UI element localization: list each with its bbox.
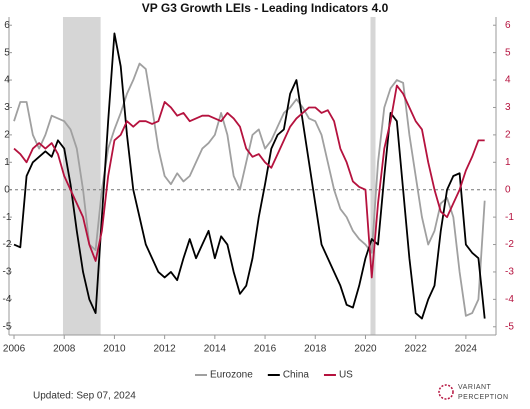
y2-tick-label: 1 (505, 157, 511, 168)
legend: Eurozone China US (195, 370, 353, 381)
series-line (13, 32, 486, 320)
legend-label: US (339, 370, 353, 381)
logo: VARIANT PERCEPTION (438, 384, 509, 401)
y2-tick-label: 4 (505, 75, 511, 86)
y2-tick-label: -2 (505, 239, 514, 250)
y2-tick-label: 6 (505, 20, 511, 31)
x-tick-label: 2018 (304, 344, 327, 355)
y-tick-label: -5 (3, 321, 12, 332)
x-tick-label: 2014 (204, 344, 227, 355)
y-tick-label: -2 (3, 239, 12, 250)
y-tick-label: -4 (3, 294, 12, 305)
y2-tick-label: -1 (505, 212, 514, 223)
y-tick-label: 2 (4, 130, 10, 141)
logo-text: VARIANT (458, 384, 492, 391)
y-tick-label: -1 (3, 212, 12, 223)
legend-label: China (283, 370, 310, 381)
shaded-period (370, 17, 376, 335)
y-tick-label: -3 (3, 267, 12, 278)
x-tick-label: 2012 (154, 344, 177, 355)
logo-text: PERCEPTION (458, 394, 509, 401)
y-tick-label: 5 (4, 47, 10, 58)
logo-icon (438, 384, 454, 400)
series-line (13, 84, 485, 279)
y-tick-label: 0 (4, 184, 10, 195)
x-tick-label: 2024 (455, 344, 478, 355)
y2-tick-label: -4 (505, 294, 514, 305)
y-tick-label: 1 (4, 157, 10, 168)
y-tick-label: 3 (4, 102, 10, 113)
y-tick-label: 6 (4, 20, 10, 31)
y2-tick-label: -5 (505, 321, 514, 332)
x-tick-label: 2010 (103, 344, 126, 355)
y2-tick-label: 3 (505, 102, 511, 113)
y2-tick-label: 5 (505, 47, 511, 58)
y2-tick-label: -3 (505, 267, 514, 278)
chart-title: VP G3 Growth LEIs - Leading Indicators 4… (142, 1, 389, 15)
x-tick-label: 2008 (53, 344, 76, 355)
x-tick-label: 2006 (3, 344, 26, 355)
y2-tick-label: 2 (505, 130, 511, 141)
y-tick-label: 4 (4, 75, 10, 86)
x-tick-label: 2020 (354, 344, 377, 355)
series-line (13, 62, 486, 317)
updated-note: Updated: Sep 07, 2024 (33, 391, 136, 402)
x-tick-label: 2022 (405, 344, 428, 355)
y2-tick-label: 0 (505, 184, 511, 195)
x-tick-label: 2016 (254, 344, 277, 355)
legend-label: Eurozone (210, 370, 253, 381)
